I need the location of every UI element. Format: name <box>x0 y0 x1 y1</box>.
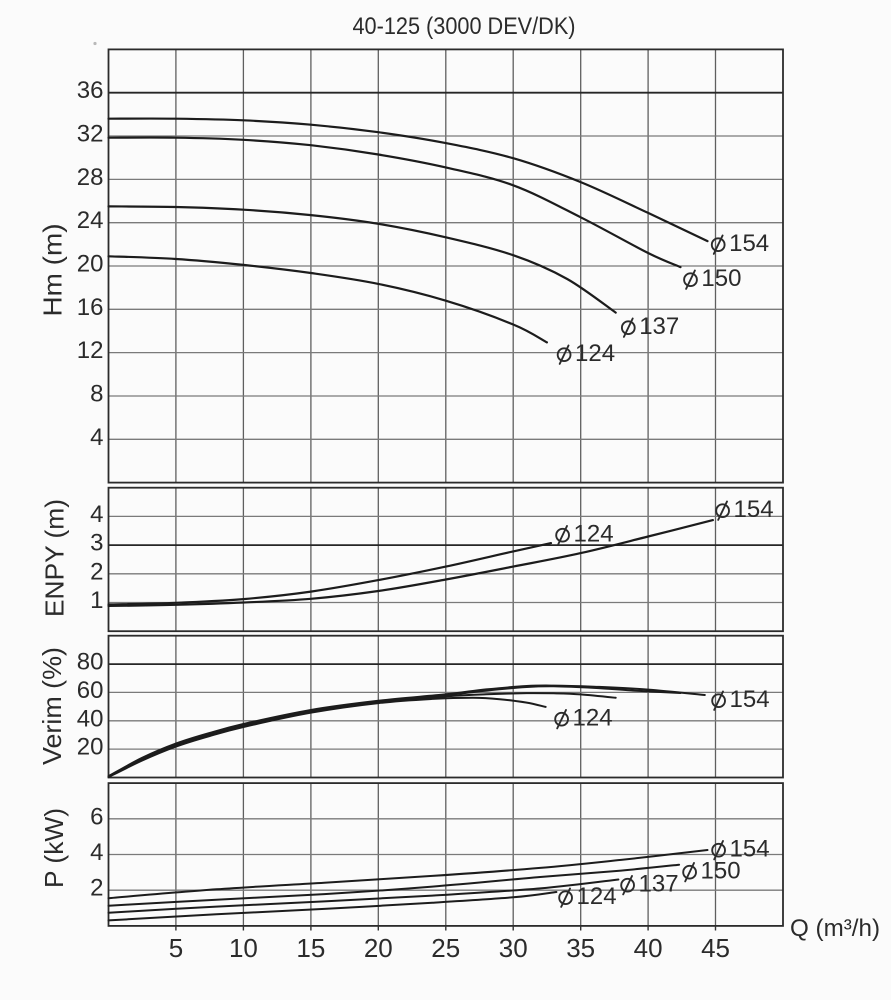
svg-text:124: 124 <box>573 705 613 732</box>
svg-text:25: 25 <box>431 933 460 963</box>
svg-text:154: 154 <box>730 836 770 863</box>
svg-text:2: 2 <box>90 875 103 902</box>
svg-text:30: 30 <box>499 933 528 963</box>
svg-text:24: 24 <box>77 207 104 234</box>
svg-text:150: 150 <box>701 265 741 292</box>
svg-text:45: 45 <box>701 933 730 963</box>
svg-text:6: 6 <box>90 803 103 830</box>
svg-text:124: 124 <box>574 521 614 548</box>
svg-text:80: 80 <box>77 649 104 676</box>
svg-text:P (kW): P (kW) <box>39 808 69 888</box>
svg-text:Hm (m): Hm (m) <box>38 224 68 317</box>
svg-text:ENPY (m): ENPY (m) <box>40 499 70 617</box>
svg-text:40-125 (3000 DEV/DK): 40-125 (3000 DEV/DK) <box>353 13 576 40</box>
svg-text:28: 28 <box>77 164 104 191</box>
svg-text:40: 40 <box>634 933 663 963</box>
svg-text:20: 20 <box>77 734 104 761</box>
svg-text:124: 124 <box>575 340 615 367</box>
svg-text:137: 137 <box>639 871 679 898</box>
svg-text:4: 4 <box>90 424 103 451</box>
svg-text:2: 2 <box>90 558 103 585</box>
svg-text:150: 150 <box>701 858 741 885</box>
svg-text:32: 32 <box>77 121 104 148</box>
svg-text:20: 20 <box>77 251 104 278</box>
svg-text:Q (m³/h): Q (m³/h) <box>790 915 880 942</box>
svg-text:35: 35 <box>566 933 595 963</box>
svg-text:124: 124 <box>577 883 617 910</box>
svg-text:15: 15 <box>296 933 325 963</box>
svg-text:154: 154 <box>729 230 769 257</box>
svg-text:1: 1 <box>90 587 103 614</box>
svg-text:5: 5 <box>169 933 183 963</box>
svg-text:4: 4 <box>90 501 103 528</box>
svg-text:40: 40 <box>77 705 104 732</box>
svg-text:4: 4 <box>90 839 103 866</box>
svg-text:8: 8 <box>90 380 103 407</box>
svg-text:3: 3 <box>90 530 103 557</box>
svg-text:Verim (%): Verim (%) <box>37 647 67 765</box>
svg-text:36: 36 <box>77 77 104 104</box>
svg-text:154: 154 <box>730 686 770 713</box>
svg-text:16: 16 <box>77 294 104 321</box>
svg-text:20: 20 <box>364 933 393 963</box>
svg-text:154: 154 <box>734 496 774 523</box>
svg-text:60: 60 <box>77 677 104 704</box>
svg-text:10: 10 <box>229 933 258 963</box>
svg-text:12: 12 <box>77 337 104 364</box>
svg-text:137: 137 <box>639 313 679 340</box>
